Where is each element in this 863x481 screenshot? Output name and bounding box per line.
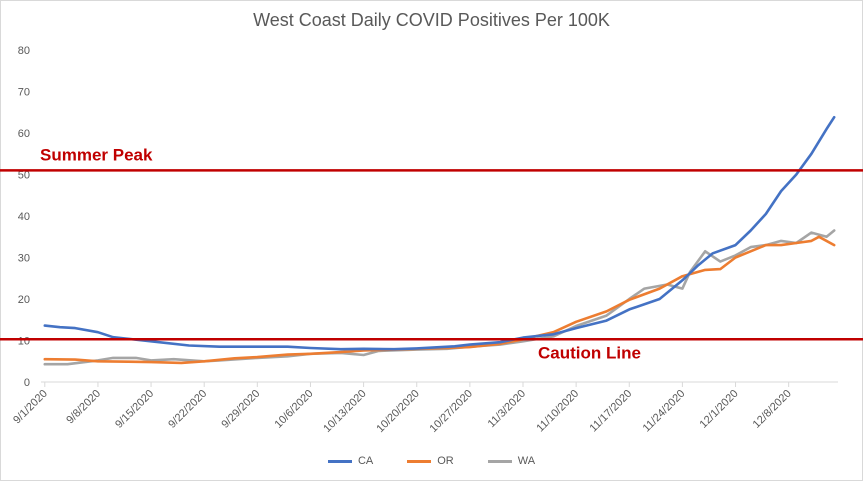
y-tick-label: 30 [18,253,30,265]
caution-line-label: Caution Line [538,343,641,362]
x-tick-label: 12/8/2020 [751,388,794,431]
y-tick-label: 20 [18,294,30,306]
x-tick-label: 9/15/2020 [113,388,156,431]
x-tick-label: 10/13/2020 [321,388,368,435]
y-tick-label: 0 [24,377,30,389]
x-tick-label: 10/27/2020 [428,388,475,435]
y-tick-label: 80 [18,45,30,57]
x-tick-label: 11/17/2020 [588,388,635,435]
legend-swatch [487,459,512,463]
x-tick-label: 9/1/2020 [11,388,50,427]
legend-label: OR [437,455,454,467]
x-axis: 9/1/2020 9/8/2020 9/15/2020 9/22/2020 9/29/2… [11,382,794,435]
x-tick-label: 11/24/2020 [641,388,688,435]
legend-label: CA [357,455,374,467]
y-tick-label: 70 [18,87,30,99]
x-tick-label: 11/3/2020 [486,388,529,431]
summer-peak-label: Summer Peak [40,145,153,164]
legend-item-wa: WA [487,455,536,467]
x-tick-label: 9/8/2020 [64,388,103,427]
legend-swatch [327,459,352,463]
x-tick-label: 9/22/2020 [166,388,209,431]
x-tick-label: 9/29/2020 [219,388,262,431]
x-tick-label: 11/10/2020 [534,388,581,435]
series-line-or [43,235,836,365]
y-axis: 0 10 20 30 40 50 60 70 80 [18,45,30,389]
legend-item-or: OR [407,455,454,467]
legend-swatch [407,459,432,463]
y-tick-label: 40 [18,211,30,223]
series-line-ca [43,115,836,351]
y-tick-label: 50 [18,170,30,182]
legend-label: WA [517,455,536,467]
y-tick-label: 10 [18,336,30,348]
legend-item-ca: CA [327,455,374,467]
chart-title: West Coast Daily COVID Positives Per 100… [253,10,610,30]
x-tick-label: 10/6/2020 [272,388,315,431]
reference-lines: Summer Peak Caution Line [0,145,863,362]
series-layer [43,115,836,366]
x-tick-label: 10/20/2020 [374,388,421,435]
x-tick-label: 12/1/2020 [698,388,741,431]
legend: CA OR WA [0,455,863,467]
y-tick-label: 60 [18,128,30,140]
series-line-wa [43,229,836,366]
